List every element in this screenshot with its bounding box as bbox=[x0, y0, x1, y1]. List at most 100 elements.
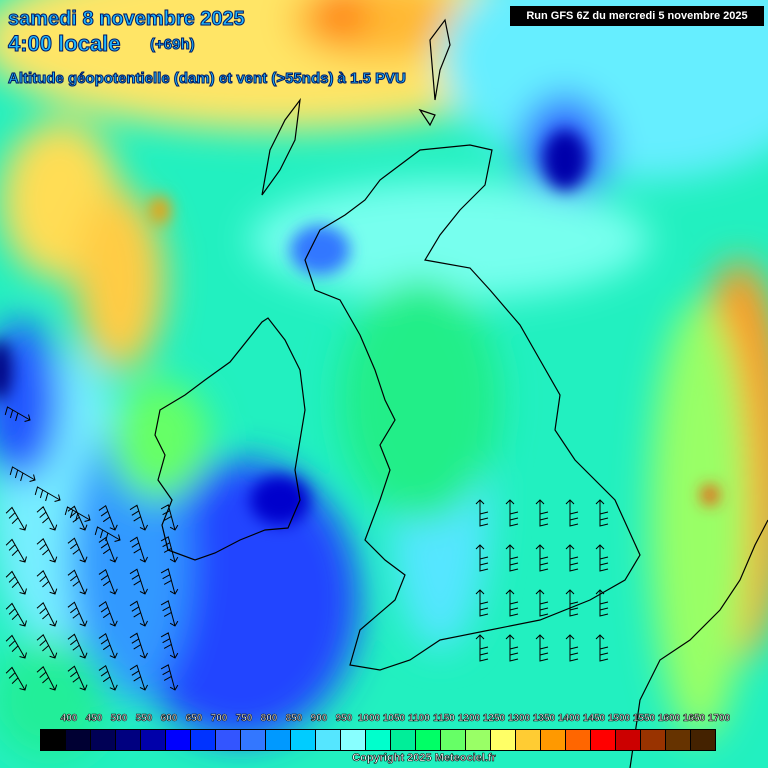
wind-barb bbox=[67, 537, 88, 563]
wind-barb bbox=[36, 538, 58, 563]
legend-swatch bbox=[266, 730, 291, 750]
shetland-orkney bbox=[418, 18, 451, 127]
great-britain-coast bbox=[304, 144, 641, 671]
wind-barb bbox=[565, 499, 579, 527]
wind-barb bbox=[129, 568, 149, 595]
legend-label: 1400 bbox=[557, 713, 581, 725]
hebrides bbox=[261, 97, 301, 196]
wind-barb bbox=[67, 665, 88, 691]
wind-barb bbox=[565, 634, 579, 662]
wind-barb bbox=[64, 506, 91, 522]
legend-swatch bbox=[541, 730, 566, 750]
wind-barb bbox=[36, 506, 58, 531]
wind-barb bbox=[595, 634, 609, 662]
legend-label: 1450 bbox=[582, 713, 606, 725]
legend-color-bar bbox=[40, 729, 716, 751]
wind-barb bbox=[129, 504, 149, 531]
legend-label: 900 bbox=[310, 713, 328, 725]
wind-barb bbox=[505, 634, 519, 662]
legend-label: 1600 bbox=[657, 713, 681, 725]
wind-barb bbox=[160, 504, 179, 531]
legend-swatch bbox=[291, 730, 316, 750]
legend-label: 550 bbox=[135, 713, 153, 725]
legend-label: 1300 bbox=[507, 713, 531, 725]
wind-barb bbox=[129, 536, 149, 563]
legend-swatch bbox=[216, 730, 241, 750]
wind-barb bbox=[505, 589, 519, 617]
legend-swatch bbox=[191, 730, 216, 750]
legend-swatch bbox=[466, 730, 491, 750]
wind-barb bbox=[505, 544, 519, 572]
run-info: Run GFS 6Z du mercredi 5 novembre 2025 bbox=[510, 6, 764, 26]
wind-barb bbox=[67, 633, 88, 659]
legend-swatch bbox=[41, 730, 66, 750]
wind-barb bbox=[595, 544, 609, 572]
legend-swatch bbox=[416, 730, 441, 750]
coastlines bbox=[154, 18, 768, 768]
legend-swatch bbox=[141, 730, 166, 750]
wind-barb bbox=[5, 506, 27, 531]
wind-barb bbox=[565, 589, 579, 617]
legend-swatch bbox=[91, 730, 116, 750]
wind-barb bbox=[535, 544, 549, 572]
wind-barb bbox=[160, 536, 179, 563]
wind-barb bbox=[160, 568, 179, 595]
wind-barb bbox=[595, 589, 609, 617]
ireland-coast bbox=[154, 317, 306, 561]
legend-label: 650 bbox=[185, 713, 203, 725]
wind-barb bbox=[475, 634, 489, 662]
legend-label: 700 bbox=[210, 713, 228, 725]
legend-label: 1200 bbox=[457, 713, 481, 725]
wind-barb bbox=[535, 634, 549, 662]
legend-swatch bbox=[391, 730, 416, 750]
legend-label: 400 bbox=[60, 713, 78, 725]
legend-swatch bbox=[341, 730, 366, 750]
forecast-lead: (+69h) bbox=[150, 36, 196, 54]
wind-barb bbox=[67, 505, 88, 531]
wind-barb bbox=[160, 600, 179, 627]
legend-label: 1350 bbox=[532, 713, 556, 725]
wind-barb bbox=[98, 504, 118, 531]
wind-barb bbox=[98, 632, 118, 659]
legend-swatch bbox=[441, 730, 466, 750]
wind-barb bbox=[5, 634, 27, 659]
wind-barb bbox=[5, 538, 27, 563]
wind-barb bbox=[9, 466, 36, 482]
continent-coast bbox=[629, 519, 768, 768]
wind-barb bbox=[5, 602, 27, 627]
wind-barb bbox=[5, 666, 27, 691]
legend-label: 950 bbox=[335, 713, 353, 725]
wind-barb bbox=[98, 568, 118, 595]
legend-label: 1250 bbox=[482, 713, 506, 725]
parameter-title: Altitude géopotentielle (dam) et vent (>… bbox=[8, 70, 407, 88]
wind-barb bbox=[475, 589, 489, 617]
legend-label: 1550 bbox=[632, 713, 656, 725]
wind-barb bbox=[34, 486, 61, 502]
legend-label: 1050 bbox=[382, 713, 406, 725]
wind-barb bbox=[98, 664, 118, 691]
legend-swatch bbox=[666, 730, 691, 750]
legend-swatch bbox=[116, 730, 141, 750]
wind-barb bbox=[129, 600, 149, 627]
wind-barb bbox=[475, 544, 489, 572]
legend-swatch bbox=[566, 730, 591, 750]
legend-swatch bbox=[241, 730, 266, 750]
wind-barb bbox=[505, 499, 519, 527]
legend-label: 1500 bbox=[607, 713, 631, 725]
wind-barb bbox=[565, 544, 579, 572]
wind-barb bbox=[535, 499, 549, 527]
wind-barb bbox=[535, 589, 549, 617]
wind-barb bbox=[67, 569, 88, 595]
legend-labels: 400 450 500 550 600 650 700 750 800 850 900 950 1000… bbox=[52, 713, 732, 727]
wind-barb bbox=[129, 664, 149, 691]
wind-barb bbox=[36, 634, 58, 659]
wind-barb bbox=[36, 666, 58, 691]
wind-barb bbox=[4, 406, 31, 422]
wind-barb bbox=[98, 536, 118, 563]
copyright: Copyright 2025 Meteociel.fr bbox=[352, 752, 496, 765]
forecast-time: 4:00 locale bbox=[8, 31, 122, 57]
wind-barb bbox=[160, 632, 179, 659]
wind-barb bbox=[94, 526, 121, 542]
wind-barb bbox=[67, 601, 88, 627]
